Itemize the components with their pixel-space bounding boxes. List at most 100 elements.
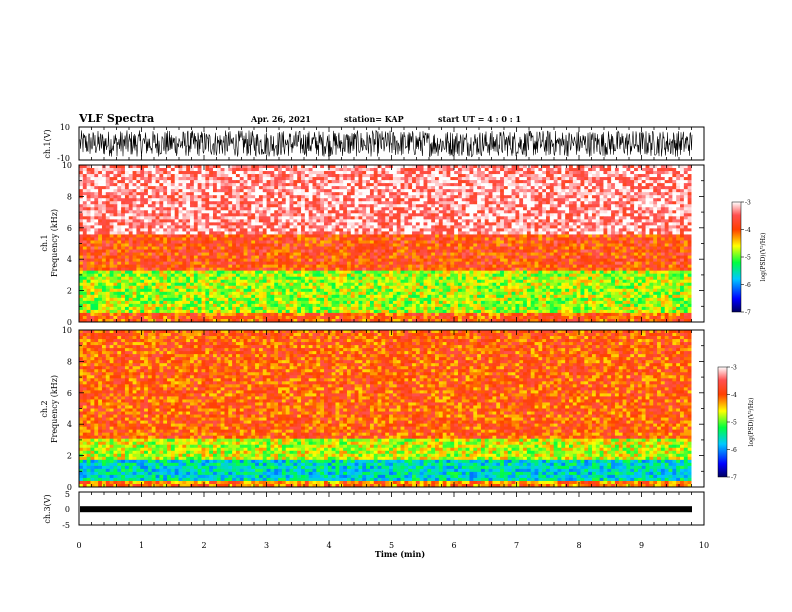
spectrogram-cell <box>316 210 321 214</box>
spectrogram-cell <box>201 252 206 256</box>
spectrogram-cell <box>255 180 260 184</box>
spectrogram-cell <box>167 231 172 235</box>
spectrogram-cell <box>151 192 156 196</box>
spectrogram-cell <box>186 183 191 187</box>
spectrogram-cell <box>255 177 260 181</box>
spectrogram-cell <box>557 210 562 214</box>
spectrogram-cell <box>660 174 666 178</box>
spectrogram-cell <box>293 228 298 232</box>
spectrogram-cell <box>144 222 149 226</box>
spectrogram-cell <box>553 192 558 196</box>
spectrogram-cell <box>289 207 294 211</box>
spectrogram-cell <box>637 201 643 205</box>
spectrogram-cell <box>117 183 122 187</box>
spectrogram-cell <box>660 240 666 244</box>
spectrogram-cell <box>484 225 489 229</box>
spectrogram-cell <box>339 180 344 184</box>
spectrogram-cell <box>354 243 359 247</box>
spectrogram-cell <box>653 192 658 196</box>
spectrogram-cell <box>450 213 455 217</box>
spectrogram-cell <box>140 183 145 187</box>
spectrogram-cell <box>572 210 577 214</box>
spectrogram-cell <box>526 252 532 256</box>
spectrogram-cell <box>557 180 562 184</box>
spectrogram-cell <box>419 174 424 178</box>
spectrogram-cell <box>492 201 497 205</box>
spectrogram-cell <box>167 195 172 199</box>
spectrogram-cell <box>408 174 413 178</box>
spectrogram-cell <box>262 216 267 220</box>
spectrogram-cell <box>611 213 616 217</box>
spectrogram-cell <box>595 207 600 211</box>
spectrogram-cell <box>657 237 662 241</box>
spectrogram-cell <box>561 165 566 169</box>
spectrogram-cell <box>151 198 156 202</box>
spectrogram-cell <box>167 192 172 196</box>
spectrogram-cell <box>354 186 359 190</box>
spectrogram-cell <box>346 189 352 193</box>
spectrogram-cell <box>553 207 558 211</box>
spectrogram-cell <box>653 198 658 202</box>
spectrogram-cell <box>377 237 382 241</box>
spectrogram-cell <box>205 249 210 253</box>
spectrogram-cell <box>438 192 443 196</box>
spectrogram-cell <box>591 168 597 172</box>
spectrogram-cell <box>446 201 451 205</box>
spectrogram-cell <box>484 228 489 232</box>
spectrogram-cell <box>457 210 463 214</box>
spectrogram-cell <box>159 192 164 196</box>
spectrogram-cell <box>304 204 309 208</box>
spectrogram-cell <box>373 234 378 238</box>
spectrogram-cell <box>255 228 260 232</box>
spectrogram-cell <box>542 204 547 208</box>
spectrogram-cell <box>389 204 394 208</box>
spectrogram-cell <box>174 195 179 199</box>
spectrogram-cell <box>641 252 646 256</box>
spectrogram-cell <box>595 192 600 196</box>
spectrogram-cell <box>465 246 470 250</box>
spectrogram-cell <box>484 246 489 250</box>
spectrogram-cell <box>641 201 646 205</box>
spectrogram-cell <box>473 174 478 178</box>
spectrogram-cell <box>109 186 114 190</box>
spectrogram-cell <box>649 186 654 190</box>
spectrogram-cell <box>247 228 252 232</box>
spectrogram-cell <box>350 228 355 232</box>
spectrogram-cell <box>427 180 432 184</box>
spectrogram-cell <box>212 246 218 250</box>
spectrogram-cell <box>511 171 516 175</box>
spectrogram-cell <box>622 180 627 184</box>
spectrogram-cell <box>534 171 539 175</box>
spectrogram-cell <box>438 246 443 250</box>
spectrogram-cell <box>561 174 566 178</box>
spectrogram-cell <box>354 198 359 202</box>
spectrogram-cell <box>454 225 459 229</box>
spectrogram-cell <box>109 174 114 178</box>
spectrogram-cell <box>507 243 512 247</box>
spectrogram-cell <box>270 222 275 226</box>
spectrogram-cell <box>377 177 382 181</box>
spectrogram-cell <box>496 183 501 187</box>
spectrogram-cell <box>645 216 650 220</box>
spectrogram-cell <box>634 231 639 235</box>
spectrogram-cell <box>98 165 103 169</box>
spectrogram-cell <box>687 207 692 211</box>
spectrogram-cell <box>159 216 164 220</box>
spectrogram-cell <box>228 189 233 193</box>
spectrogram-cell <box>243 201 248 205</box>
spectrogram-cell <box>285 192 290 196</box>
spectrogram-cell <box>461 201 466 205</box>
spectrogram-cell <box>186 228 191 232</box>
spectrogram-cell <box>366 171 371 175</box>
spectrogram-cell <box>220 174 225 178</box>
spectrogram-cell <box>488 207 493 211</box>
spectrogram-cell <box>630 177 635 181</box>
spectrogram-cell <box>182 177 187 181</box>
spectrogram-cell <box>454 222 459 226</box>
spectrogram-cell <box>465 180 470 184</box>
spectrogram-cell <box>526 219 532 223</box>
spectrogram-cell <box>645 195 650 199</box>
spectrogram-cell <box>450 225 455 229</box>
spectrogram-cell <box>526 183 532 187</box>
spectrogram-cell <box>641 165 646 169</box>
